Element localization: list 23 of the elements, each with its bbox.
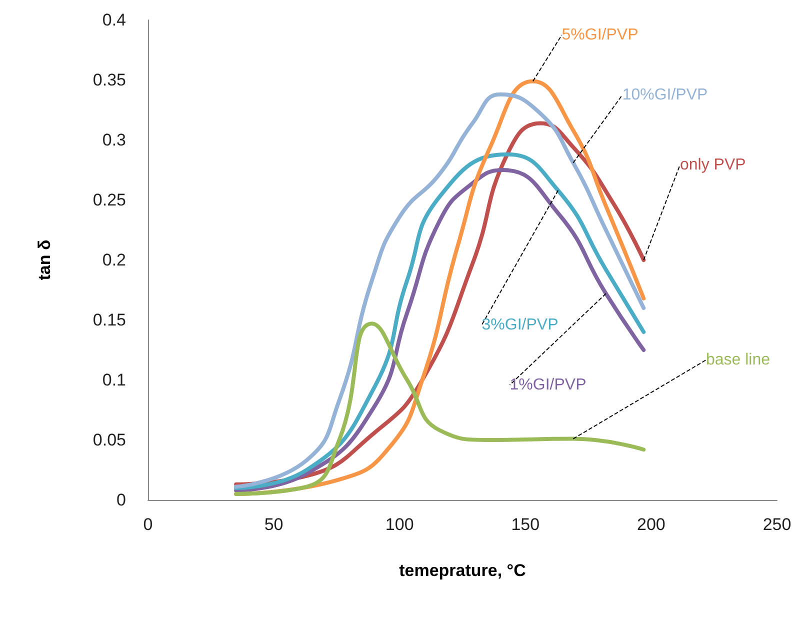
y-tick-label: 0.3 — [102, 130, 126, 150]
y-tick-label: 0 — [116, 490, 126, 510]
x-tick-label: 250 — [762, 515, 792, 534]
x-axis-title: temeprature, °C — [399, 561, 526, 580]
y-axis-title: tan δ — [35, 240, 54, 280]
x-tick-label: 150 — [511, 515, 540, 534]
x-tick-label: 50 — [264, 515, 284, 534]
y-tick-label: 0.4 — [102, 10, 126, 30]
text: 3%GI/PVP — [482, 316, 558, 334]
x-tick-label: 200 — [637, 515, 666, 534]
y-tick-label: 0.35 — [92, 70, 126, 90]
y-tick-label: 0.05 — [92, 430, 126, 450]
y-tick-label: 0.2 — [102, 250, 126, 270]
y-tick-label: 0.15 — [92, 310, 126, 330]
y-tick-label: 0.25 — [92, 190, 126, 210]
y-tick-label: 0.1 — [102, 370, 126, 390]
text: 5%GI/PVP — [562, 26, 638, 44]
text: 1%GI/PVP — [510, 376, 586, 394]
x-tick-label: 0 — [143, 515, 153, 534]
text: only PVP — [680, 156, 746, 174]
text: base line — [706, 352, 770, 368]
x-tick-label: 100 — [385, 515, 414, 534]
text: 10%GI/PVP — [622, 86, 708, 104]
